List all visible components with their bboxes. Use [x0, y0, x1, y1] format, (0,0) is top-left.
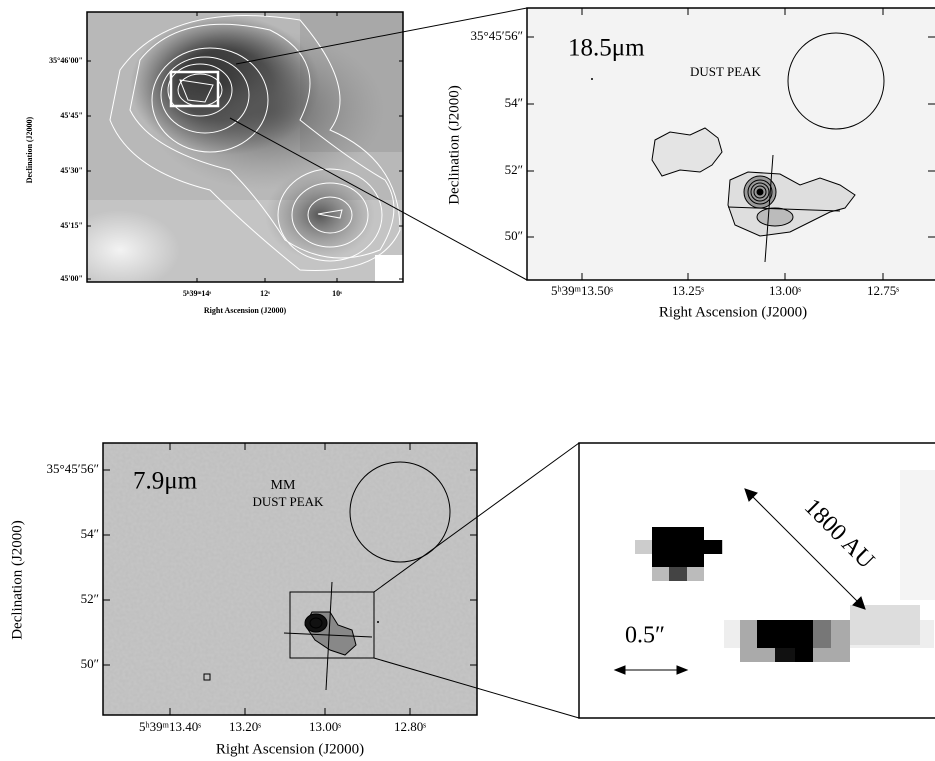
y-tick-label: 45'15": [60, 221, 83, 230]
x-tick-label: 12.75ˢ: [867, 283, 899, 298]
y-axis-label: Declination (J2000): [446, 85, 462, 205]
x-axis-label: Right Ascension (J2000): [204, 306, 287, 315]
wavelength-label: 18.5μm: [568, 35, 645, 62]
y-tick-label: 54″: [505, 95, 523, 110]
x-axis-label: Right Ascension (J2000): [659, 304, 807, 320]
mm-label: MM: [271, 478, 296, 493]
y-tick-label: 50″: [81, 656, 99, 671]
dust-peak-label: DUST PEAK: [253, 494, 325, 509]
x-tick-label: 5ʰ39ᵐ14ˢ: [183, 289, 212, 298]
y-axis-label: Declination (J2000): [9, 520, 25, 640]
y-tick-label: 54″: [81, 526, 99, 541]
y-tick-label: 35°45′56″: [471, 28, 523, 43]
y-tick-label: 52″: [81, 591, 99, 606]
y-tick-label: 50″: [505, 228, 523, 243]
figure: 18.5μm DUST PEAK 7.9μm MM DUST PEAK 1800…: [0, 0, 935, 761]
x-tick-label: 13.00ˢ: [309, 719, 341, 734]
y-tick-label: 52″: [505, 162, 523, 177]
x-axis-label: Right Ascension (J2000): [216, 741, 364, 757]
x-tick-label: 5ʰ39ᵐ13.50ˢ: [551, 283, 613, 298]
y-tick-label: 35°45′56″: [47, 461, 99, 476]
y-tick-label: 35°46'00": [49, 56, 83, 65]
size-label: 0.5″: [625, 623, 665, 649]
x-tick-label: 12ˢ: [260, 289, 270, 298]
y-axis-label: Declination (J2000): [25, 116, 34, 183]
x-tick-label: 13.25ˢ: [672, 283, 704, 298]
dust-peak-label: DUST PEAK: [690, 64, 762, 79]
x-tick-label: 12.80ˢ: [394, 719, 426, 734]
y-tick-label: 45'30": [60, 166, 83, 175]
x-tick-label: 10ˢ: [332, 289, 342, 298]
panel-a-image: [60, 12, 403, 290]
x-tick-label: 5ʰ39ᵐ13.40ˢ: [139, 719, 201, 734]
x-tick-label: 13.00ˢ: [769, 283, 801, 298]
x-tick-label: 13.20ˢ: [229, 719, 261, 734]
y-tick-label: 45'00": [60, 274, 83, 283]
panel-d-image: [579, 443, 935, 718]
y-tick-label: 45'45": [60, 111, 83, 120]
wavelength-label: 7.9μm: [133, 468, 198, 495]
